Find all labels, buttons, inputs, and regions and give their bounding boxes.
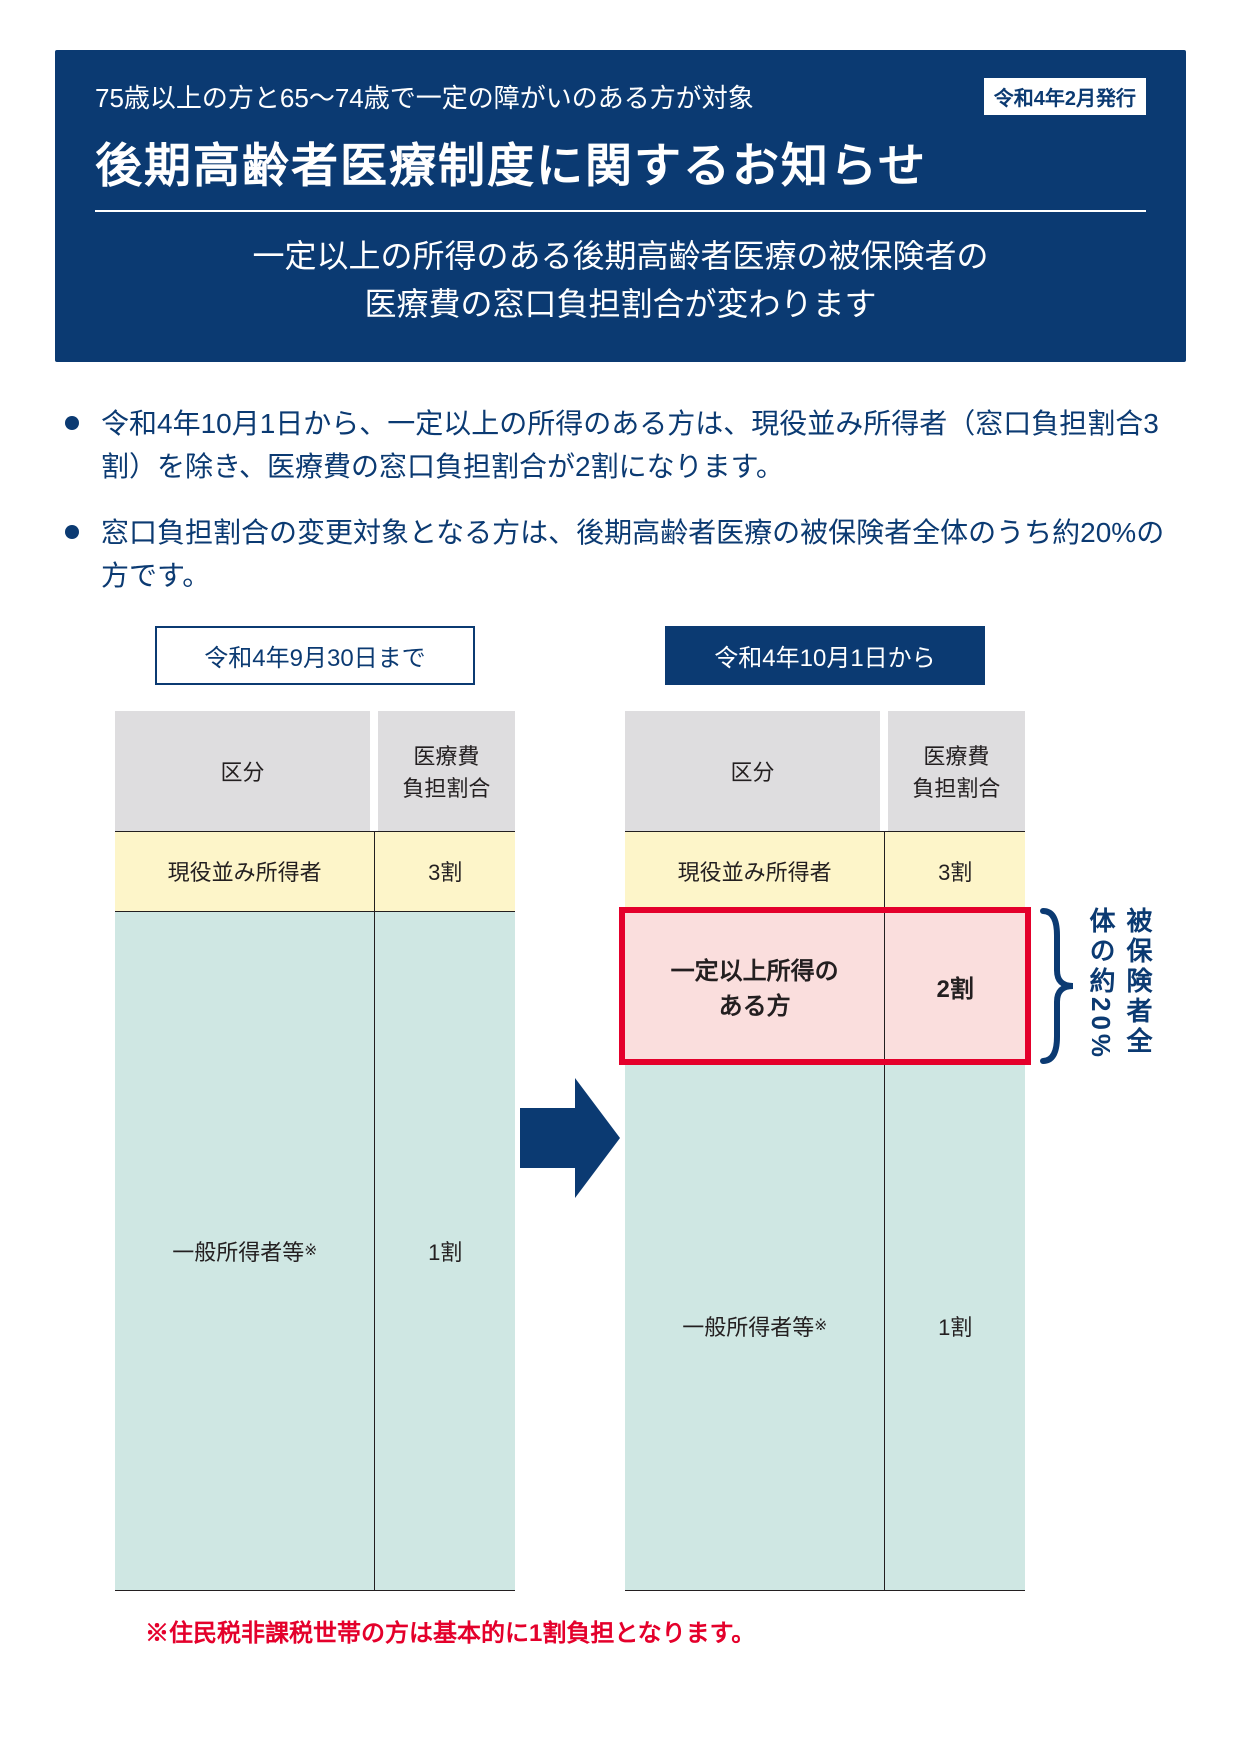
header-category: 区分	[115, 711, 370, 831]
hero-title: 後期高齢者医療制度に関するお知らせ	[95, 127, 1146, 212]
after-table: 区分 医療費 負担割合 現役並み所得者3割一定以上所得の ある方2割一般所得者等…	[625, 711, 1025, 1591]
header-ratio: 医療費 負担割合	[378, 711, 515, 831]
footnote-marker-icon: ※	[814, 1316, 827, 1335]
hero-banner: 75歳以上の方と65〜74歳で一定の障がいのある方が対象 令和4年2月発行 後期…	[55, 50, 1186, 362]
table-row: 現役並み所得者3割	[115, 831, 515, 911]
row-ratio: 1割	[375, 912, 515, 1590]
footnote-marker-icon: ※	[304, 1241, 317, 1260]
row-category: 現役並み所得者	[115, 832, 374, 911]
eligibility-text: 75歳以上の方と65〜74歳で一定の障がいのある方が対象	[95, 78, 754, 115]
table-header: 区分 医療費 負担割合	[625, 711, 1025, 831]
bullet-item: 令和4年10月1日から、一定以上の所得のある方は、現役並み所得者（窓口負担割合3…	[65, 402, 1176, 489]
comparison-section: 令和4年9月30日まで 区分 医療費 負担割合 現役並み所得者3割一般所得者等※…	[55, 626, 1186, 1591]
row-ratio: 2割	[885, 912, 1025, 1061]
hero-subtitle: 一定以上の所得のある後期高齢者医療の被保険者の 医療費の窓口負担割合が変わります	[95, 232, 1146, 328]
before-title: 令和4年9月30日まで	[155, 626, 475, 685]
row-category: 一般所得者等※	[625, 1062, 884, 1590]
footnote: ※住民税非課税世帯の方は基本的に1割負担となります。	[55, 1613, 1186, 1648]
bullet-dot-icon	[65, 416, 79, 430]
issue-badge: 令和4年2月発行	[984, 78, 1146, 115]
before-panel: 令和4年9月30日まで 区分 医療費 負担割合 現役並み所得者3割一般所得者等※…	[115, 626, 515, 1591]
bullet-item: 窓口負担割合の変更対象となる方は、後期高齢者医療の被保険者全体のうち約20%の方…	[65, 511, 1176, 598]
header-category: 区分	[625, 711, 880, 831]
table-row: 一定以上所得の ある方2割	[625, 911, 1025, 1061]
row-ratio: 3割	[375, 832, 515, 911]
hero-subtitle-line2: 医療費の窓口負担割合が変わります	[364, 286, 876, 322]
bullet-text: 令和4年10月1日から、一定以上の所得のある方は、現役並み所得者（窓口負担割合3…	[101, 402, 1176, 489]
table-row: 一般所得者等※1割	[625, 1061, 1025, 1591]
arrow-icon	[515, 1078, 625, 1198]
table-row: 一般所得者等※1割	[115, 911, 515, 1591]
bullet-text: 窓口負担割合の変更対象となる方は、後期高齢者医療の被保険者全体のうち約20%の方…	[101, 511, 1176, 598]
brace-icon	[1039, 907, 1075, 1065]
hero-top-row: 75歳以上の方と65〜74歳で一定の障がいのある方が対象 令和4年2月発行	[95, 78, 1146, 115]
bullet-list: 令和4年10月1日から、一定以上の所得のある方は、現役並み所得者（窓口負担割合3…	[55, 402, 1186, 598]
row-ratio: 3割	[885, 832, 1025, 911]
table-row: 現役並み所得者3割	[625, 831, 1025, 911]
header-ratio: 医療費 負担割合	[888, 711, 1025, 831]
row-category: 一般所得者等※	[115, 912, 374, 1590]
bullet-dot-icon	[65, 525, 79, 539]
after-title: 令和4年10月1日から	[665, 626, 985, 685]
brace-label: 被保険者全体の約20%	[1083, 907, 1157, 1065]
before-table: 区分 医療費 負担割合 現役並み所得者3割一般所得者等※1割	[115, 711, 515, 1591]
brace-annotation: 被保険者全体の約20%	[1039, 907, 1157, 1065]
table-header: 区分 医療費 負担割合	[115, 711, 515, 831]
row-category: 一定以上所得の ある方	[625, 912, 884, 1061]
hero-subtitle-line1: 一定以上の所得のある後期高齢者医療の被保険者の	[252, 238, 988, 274]
row-category: 現役並み所得者	[625, 832, 884, 911]
row-ratio: 1割	[885, 1062, 1025, 1590]
after-panel: 令和4年10月1日から 区分 医療費 負担割合 現役並み所得者3割一定以上所得の…	[625, 626, 1025, 1591]
